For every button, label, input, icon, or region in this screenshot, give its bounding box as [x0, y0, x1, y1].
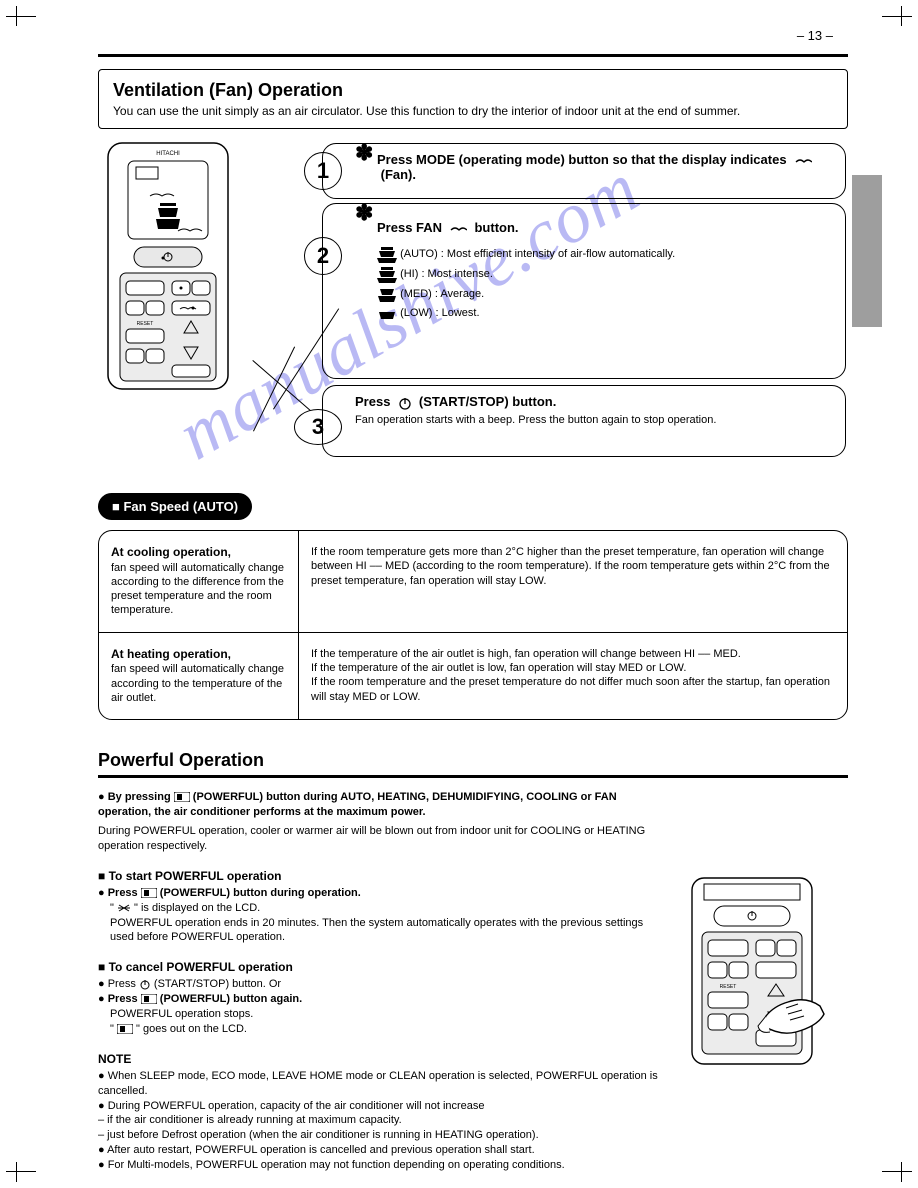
- table-cell-right: If the room temperature gets more than 2…: [299, 531, 847, 632]
- fan-row-label: (LOW) : Lowest.: [400, 307, 479, 319]
- table-cell-right: If the temperature of the air outlet is …: [299, 633, 847, 719]
- crop-mark: [16, 6, 17, 26]
- fan-row-label: (HI) : Most intense.: [400, 268, 493, 280]
- connector-line: [253, 347, 295, 432]
- fan-row-low: (LOW) : Lowest.: [377, 304, 833, 324]
- table-row: At heating operation, fan speed will aut…: [99, 632, 847, 719]
- callout-2: ✽ Press FAN button. (AUTO) : Most effici…: [322, 203, 846, 379]
- section-title-box: Ventilation (Fan) Operation You can use …: [98, 69, 848, 129]
- fan-row-label: (MED) : Average.: [400, 288, 484, 300]
- crop-mark: [6, 16, 36, 17]
- fan-row-label: (AUTO) : Most efficient intensity of air…: [400, 248, 675, 260]
- callout-2-title: Press FAN button.: [377, 220, 833, 235]
- section-subtitle: You can use the unit simply as an air ci…: [113, 104, 833, 118]
- crop-mark: [901, 1162, 902, 1182]
- start-powerful-heading: ■ To start POWERFUL operation: [98, 868, 658, 884]
- svg-text:HITACHI: HITACHI: [156, 151, 180, 157]
- figure-area: HITACHI: [98, 141, 848, 521]
- fan-row-hi: (HI) : Most intense.: [377, 265, 833, 285]
- svg-text:RESET: RESET: [720, 984, 737, 990]
- cancel-powerful-heading: ■ To cancel POWERFUL operation: [98, 959, 658, 975]
- language-tab: [852, 175, 882, 327]
- fan-row-auto: (AUTO) : Most efficient intensity of air…: [377, 245, 833, 265]
- svg-text:RESET: RESET: [137, 321, 154, 327]
- fan-row-med: (MED) : Average.: [377, 285, 833, 305]
- remote-illustration-small: RESET: [688, 876, 828, 1071]
- crop-mark: [882, 16, 912, 17]
- crop-mark: [882, 1171, 912, 1172]
- powerful-body: ● By pressing (POWERFUL) button during A…: [98, 790, 658, 1173]
- callout-1: ✽ Press MODE (operating mode) button so …: [322, 143, 846, 199]
- rule-top: [98, 54, 848, 57]
- powerful-heading: Powerful Operation: [98, 750, 848, 771]
- callout-3: Press (START/STOP) button. Fan operation…: [322, 385, 846, 457]
- table-cell-left: At cooling operation, fan speed will aut…: [99, 531, 299, 632]
- rule-mid: [98, 775, 848, 778]
- section-title: Ventilation (Fan) Operation: [113, 80, 833, 101]
- fan-speed-table: At cooling operation, fan speed will aut…: [98, 530, 848, 720]
- callout-1-title: Press MODE (operating mode) button so th…: [377, 152, 833, 182]
- crop-mark: [16, 1162, 17, 1182]
- table-row: At cooling operation, fan speed will aut…: [99, 531, 847, 632]
- table-cell-left: At heating operation, fan speed will aut…: [99, 633, 299, 719]
- note-heading: NOTE: [98, 1051, 658, 1067]
- callout-3-title: Press (START/STOP) button.: [355, 394, 833, 410]
- crop-mark: [901, 6, 902, 26]
- remote-illustration: HITACHI: [106, 141, 230, 396]
- callout-3-body: Fan operation starts with a beep. Press …: [355, 414, 833, 428]
- crop-mark: [6, 1171, 36, 1172]
